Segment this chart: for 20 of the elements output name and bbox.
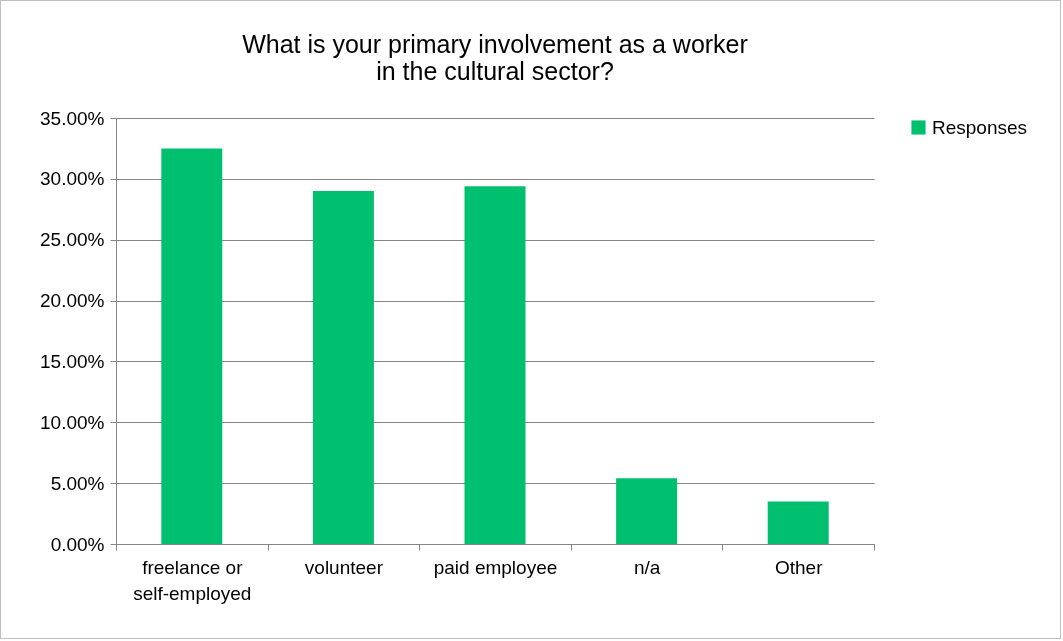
bar — [616, 478, 678, 544]
y-tick-label: 25.00% — [40, 229, 105, 251]
y-tick-label: 10.00% — [40, 411, 105, 433]
y-tick-label: 20.00% — [40, 290, 105, 312]
bar — [312, 191, 374, 544]
bar — [767, 501, 829, 544]
legend-label: Responses — [932, 116, 1028, 138]
bar — [161, 148, 223, 544]
bar — [464, 186, 526, 544]
x-tick-label: freelance or self-employed — [133, 556, 252, 604]
y-tick-label: 30.00% — [40, 168, 105, 190]
y-tick-label: 35.00% — [40, 107, 105, 129]
chart-title: What is your primary involvement as a worker in the cultural sector? — [242, 30, 748, 85]
y-tick-label: 15.00% — [40, 350, 105, 372]
y-tick-label: 0.00% — [50, 533, 105, 555]
y-tick-label: 5.00% — [50, 472, 105, 494]
x-tick-label: paid employee — [433, 556, 558, 578]
x-tick-label: n/a — [633, 556, 661, 578]
x-tick-label: Other — [774, 556, 824, 578]
x-tick-label: volunteer — [304, 556, 384, 578]
